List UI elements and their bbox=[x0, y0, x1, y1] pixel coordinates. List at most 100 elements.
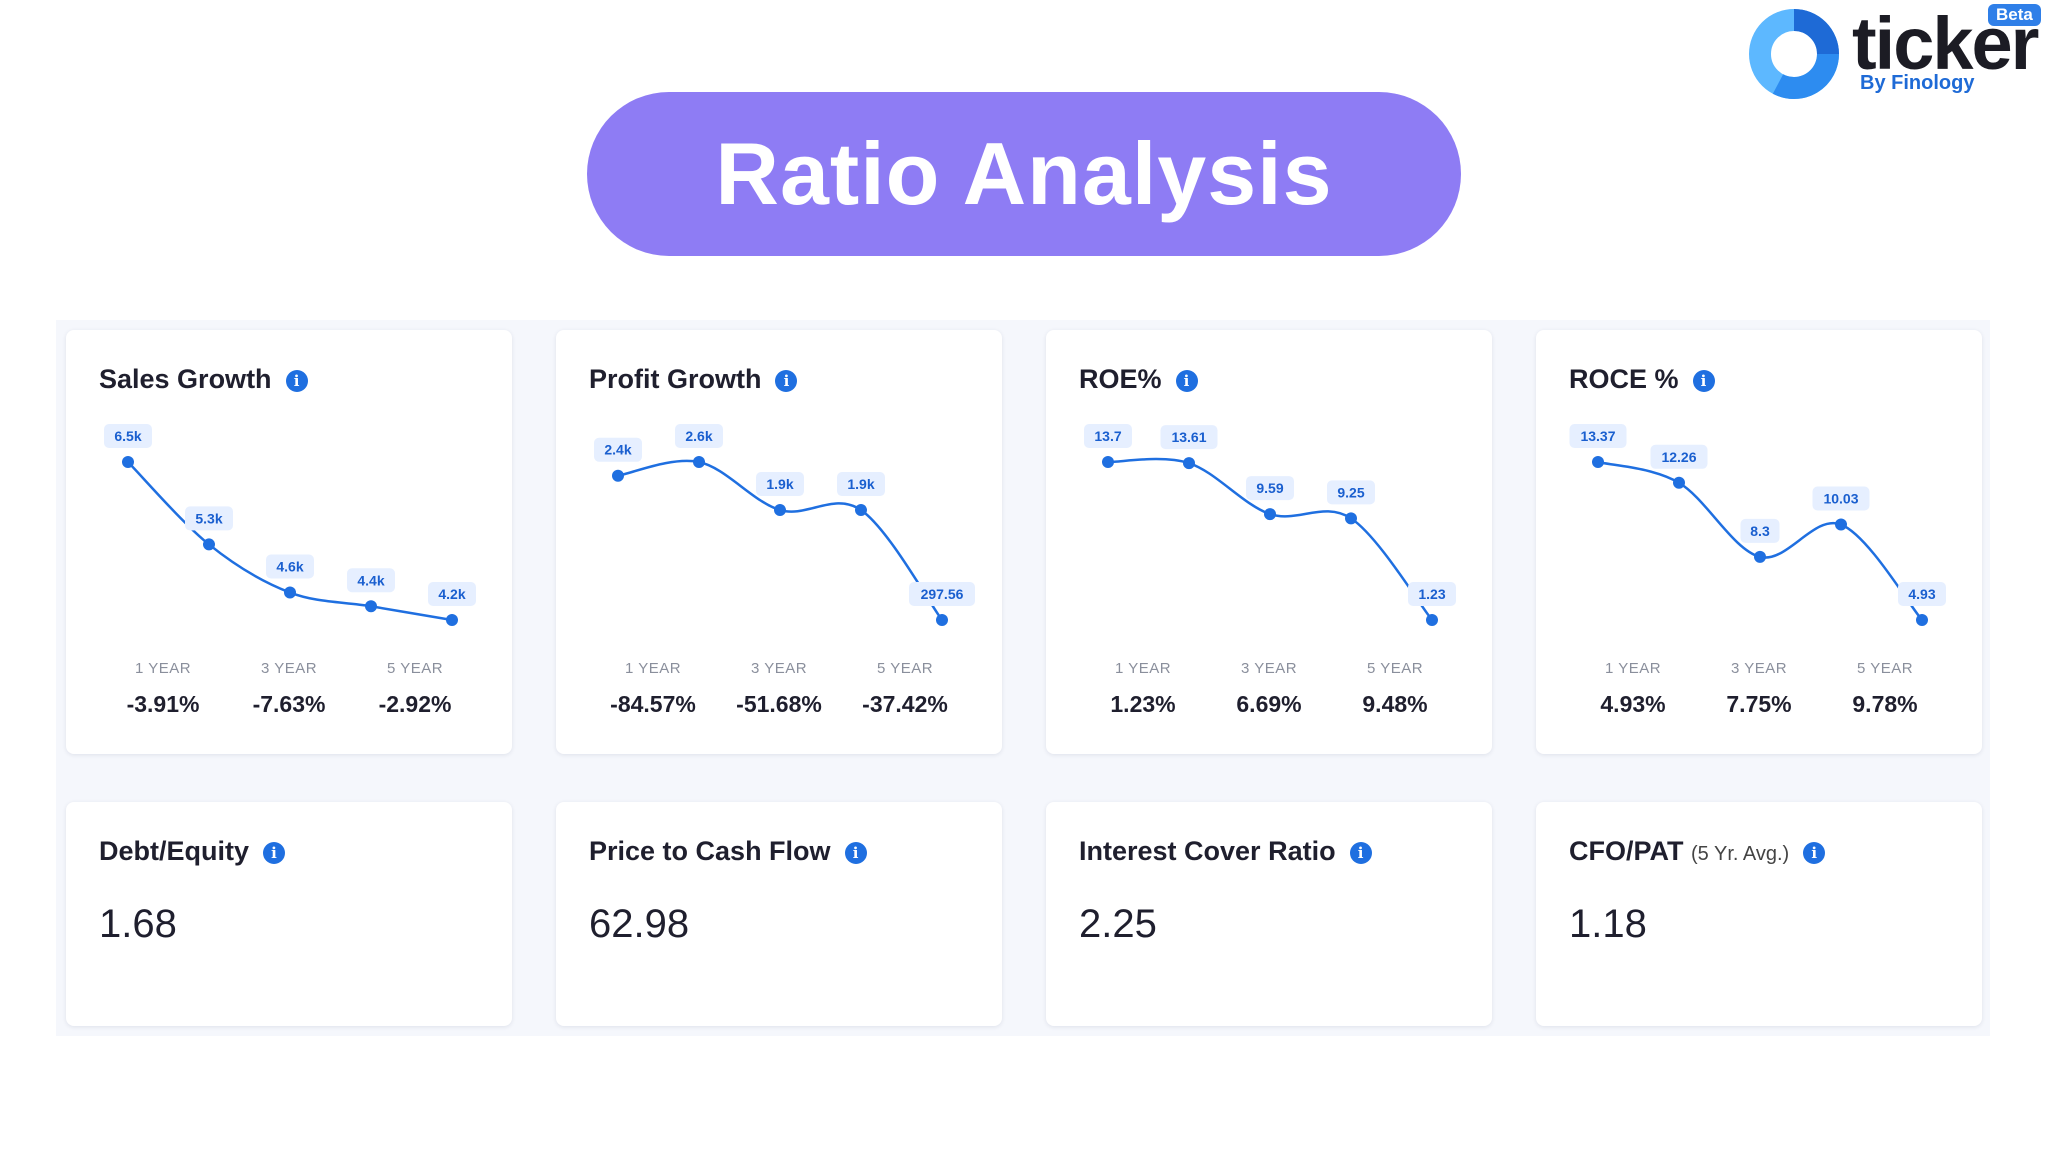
card-title: Price to Cash Flow i bbox=[589, 836, 867, 867]
info-icon[interactable]: i bbox=[1803, 841, 1826, 864]
card-cfo-pat: CFO/PAT (5 Yr. Avg.) i 1.18 bbox=[1536, 802, 1982, 1026]
data-label: 4.4k bbox=[357, 572, 384, 588]
ratio-value: 2.25 bbox=[1079, 902, 1157, 946]
data-label: 6.5k bbox=[114, 428, 141, 444]
data-label-bg bbox=[347, 568, 395, 593]
data-point[interactable] bbox=[855, 504, 867, 517]
period-1y: 1 YEAR 4.93% bbox=[1600, 660, 1666, 717]
data-point[interactable] bbox=[1426, 614, 1438, 626]
data-point[interactable] bbox=[122, 456, 134, 468]
data-point[interactable] bbox=[1264, 508, 1276, 521]
data-label: 4.2k bbox=[438, 586, 465, 602]
data-label-bg bbox=[266, 554, 314, 579]
data-point[interactable] bbox=[936, 614, 948, 626]
period-1y: 1 YEAR -84.57% bbox=[610, 660, 696, 717]
card-debt-equity: Debt/Equity i 1.68 bbox=[66, 802, 512, 1026]
ratio-value: 62.98 bbox=[589, 902, 690, 946]
sparkline-chart: 13.7 13.61 9.59 9.25 1.23 bbox=[1084, 424, 1456, 626]
period-5y: 5 YEAR -37.42% bbox=[862, 660, 948, 717]
card-title: Profit Growth i bbox=[589, 364, 798, 395]
period-1y: 1 YEAR -3.91% bbox=[126, 660, 200, 717]
title-banner: Ratio Analysis bbox=[587, 92, 1461, 256]
data-label-bg bbox=[1812, 486, 1870, 511]
ticker-logo[interactable]: ticker By Finology Beta bbox=[1748, 4, 2048, 104]
data-label-bg bbox=[104, 424, 152, 448]
period-3y: 3 YEAR -51.68% bbox=[736, 660, 822, 717]
data-point[interactable] bbox=[774, 504, 786, 517]
data-point[interactable] bbox=[1916, 614, 1928, 626]
period-3y: 3 YEAR 6.69% bbox=[1236, 660, 1302, 717]
data-point[interactable] bbox=[1183, 457, 1195, 470]
data-label: 12.26 bbox=[1661, 449, 1696, 465]
data-label: 4.93 bbox=[1908, 586, 1935, 602]
data-label-bg bbox=[1246, 476, 1294, 501]
info-icon[interactable]: i bbox=[285, 369, 308, 392]
data-label-bg bbox=[594, 437, 642, 462]
data-point[interactable] bbox=[1592, 456, 1604, 468]
data-point[interactable] bbox=[1754, 550, 1766, 563]
card-profit-growth: Profit Growth i 2.4k 2.6k 1.9k 1.9k 297.56 1 … bbox=[556, 330, 1002, 754]
info-icon[interactable]: i bbox=[844, 841, 867, 864]
info-icon[interactable]: i bbox=[1175, 369, 1198, 392]
data-label: 2.6k bbox=[685, 428, 712, 444]
data-label-bg bbox=[185, 506, 233, 531]
card-price-to-cash-flow: Price to Cash Flow i 62.98 bbox=[556, 802, 1002, 1026]
data-label-bg bbox=[428, 582, 476, 606]
data-point[interactable] bbox=[446, 614, 458, 626]
data-label: 9.59 bbox=[1256, 480, 1283, 496]
card-title: Sales Growth i bbox=[99, 364, 308, 395]
ratio-panel: Sales Growth i 6.5k 5.3k 4.6k 4.4k 4.2k 1 YEA… bbox=[56, 320, 1990, 1036]
beta-badge: Beta bbox=[1988, 4, 2041, 26]
data-label-bg bbox=[1408, 582, 1456, 606]
info-icon[interactable]: i bbox=[1349, 841, 1372, 864]
data-point[interactable] bbox=[1102, 456, 1114, 468]
data-label-bg bbox=[756, 472, 804, 497]
sparkline-chart: 13.37 12.26 8.3 10.03 4.93 bbox=[1569, 424, 1946, 626]
data-label: 1.23 bbox=[1418, 586, 1445, 602]
info-icon[interactable]: i bbox=[1692, 369, 1715, 392]
card-roe: ROE% i 13.7 13.61 9.59 9.25 1.23 1 YEAR 1.23% … bbox=[1046, 330, 1492, 754]
data-label: 9.25 bbox=[1337, 484, 1364, 500]
data-point[interactable] bbox=[612, 469, 624, 482]
period-5y: 5 YEAR 9.48% bbox=[1362, 660, 1428, 717]
data-point[interactable] bbox=[1673, 476, 1685, 489]
data-label-bg bbox=[675, 424, 723, 448]
card-title: Debt/Equity i bbox=[99, 836, 286, 867]
data-label: 297.56 bbox=[921, 586, 964, 602]
card-title: ROE% i bbox=[1079, 364, 1198, 395]
period-3y: 3 YEAR -7.63% bbox=[252, 660, 326, 717]
data-label: 2.4k bbox=[604, 442, 631, 458]
data-label: 1.9k bbox=[847, 476, 874, 492]
page-title: Ratio Analysis bbox=[715, 124, 1333, 223]
data-label: 5.3k bbox=[195, 510, 222, 526]
sparkline-chart: 2.4k 2.6k 1.9k 1.9k 297.56 bbox=[594, 424, 975, 626]
data-label-bg bbox=[1740, 518, 1780, 543]
card-title: Interest Cover Ratio i bbox=[1079, 836, 1372, 867]
info-icon[interactable]: i bbox=[263, 841, 286, 864]
data-label: 13.61 bbox=[1171, 429, 1206, 445]
data-label-bg bbox=[1650, 444, 1708, 469]
ratio-value: 1.18 bbox=[1569, 902, 1647, 946]
data-label: 13.7 bbox=[1094, 428, 1121, 444]
data-point[interactable] bbox=[1345, 512, 1357, 525]
data-point[interactable] bbox=[365, 600, 377, 613]
card-title: CFO/PAT (5 Yr. Avg.) i bbox=[1569, 836, 1826, 867]
logo-byline: By Finology bbox=[1860, 72, 1975, 94]
card-subtitle: (5 Yr. Avg.) bbox=[1691, 843, 1790, 865]
data-point[interactable] bbox=[203, 538, 215, 551]
period-3y: 3 YEAR 7.75% bbox=[1726, 660, 1792, 717]
data-point[interactable] bbox=[1835, 518, 1847, 531]
ratio-value: 1.68 bbox=[99, 902, 177, 946]
period-5y: 5 YEAR -2.92% bbox=[378, 660, 452, 717]
card-roce: ROCE % i 13.37 12.26 8.3 10.03 4.93 1 YEAR 4.9… bbox=[1536, 330, 1982, 754]
data-label-bg bbox=[1569, 424, 1627, 448]
data-label: 10.03 bbox=[1823, 491, 1858, 507]
data-label-bg bbox=[909, 582, 975, 606]
info-icon[interactable]: i bbox=[775, 369, 798, 392]
data-point[interactable] bbox=[284, 586, 296, 599]
data-label-bg bbox=[837, 472, 885, 497]
data-label: 8.3 bbox=[1750, 523, 1770, 539]
card-sales-growth: Sales Growth i 6.5k 5.3k 4.6k 4.4k 4.2k 1 YEA… bbox=[66, 330, 512, 754]
data-label: 13.37 bbox=[1580, 428, 1615, 444]
data-point[interactable] bbox=[693, 456, 705, 468]
